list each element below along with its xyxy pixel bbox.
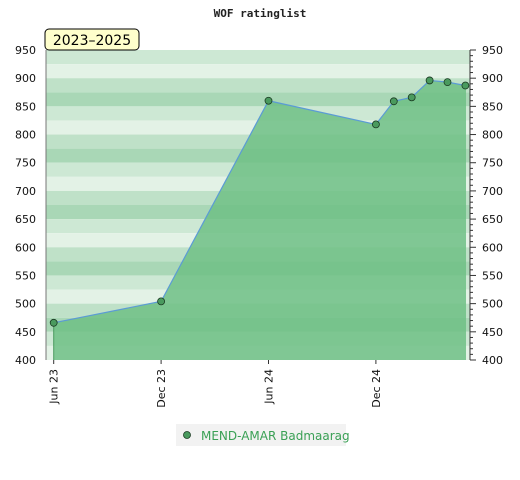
x-tick-label: Dec 23 [155,369,168,408]
data-point [425,76,434,85]
data-point [389,97,398,106]
area-layer [53,79,466,360]
x-tick-label: Jun 23 [48,369,61,405]
y-tick-label-right: 700 [482,185,503,198]
data-point [461,81,470,90]
grid-band [46,50,470,65]
data-point [371,120,380,129]
y-tick-label-right: 600 [482,241,503,254]
x-tick-label: Dec 24 [370,369,383,408]
y-tick-label-right: 550 [482,269,503,282]
grid-band [46,92,470,107]
data-point [49,318,58,327]
period-badge: 2023–2025 [44,28,140,51]
period-badge-box [44,28,140,51]
grid-band [46,106,470,121]
y-tick-label-left: 600 [15,241,36,254]
grid-band [46,64,470,79]
legend-marker [183,431,191,439]
legend-box [176,424,346,446]
y-tick-label-left: 500 [15,298,36,311]
period-badge-label: 2023–2025 [53,33,131,49]
y-tick-label-left: 800 [15,129,36,142]
y-tick-label-right: 650 [482,213,503,226]
legend: MEND-AMAR Badmaarag [176,424,350,446]
y-tick-label-right: 500 [482,298,503,311]
x-axis: Jun 23 Dec 23 Jun 24 Dec 24 [48,360,383,408]
data-point [407,93,416,102]
y-tick-label-left: 750 [15,157,36,170]
y-tick-label-right: 800 [482,129,503,142]
markers [49,76,470,327]
y-tick-label-left: 700 [15,185,36,198]
y-tick-label-left: 450 [15,326,36,339]
y-tick-label-left: 900 [15,72,36,85]
y-tick-label-left: 400 [15,354,36,367]
chart-title: WOF ratinglist [214,7,307,20]
x-tick-label: Jun 24 [263,369,276,405]
y-tick-label-left: 550 [15,269,36,282]
y-tick-label-right: 450 [482,326,503,339]
series-line [53,79,466,324]
legend-series-label: MEND-AMAR Badmaarag [201,429,350,443]
y-axis-left: 400 450 500 550 600 650 700 750 800 850 900 950 [15,44,47,367]
y-tick-label-right: 900 [482,72,503,85]
grid-band [46,78,470,93]
y-tick-label-right: 850 [482,100,503,113]
data-point [264,96,273,105]
data-point [443,78,452,87]
y-tick-label-left: 650 [15,213,36,226]
y-axis-right: 400 450 500 550 600 650 700 750 800 850 900 950 [469,44,503,367]
y-tick-label-right: 750 [482,157,503,170]
y-tick-label-right: 950 [482,44,503,57]
y-tick-label-left: 950 [15,44,36,57]
data-point [157,297,166,306]
y-tick-label-left: 850 [15,100,36,113]
y-tick-label-right: 400 [482,354,503,367]
area-fill [53,80,466,360]
